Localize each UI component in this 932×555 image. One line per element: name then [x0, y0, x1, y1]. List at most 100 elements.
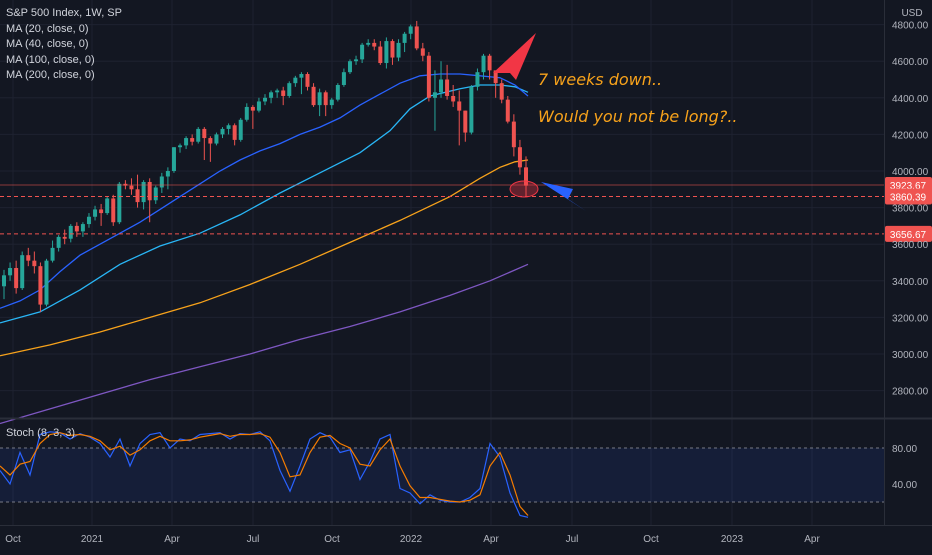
candle — [220, 127, 225, 139]
annotation-text-1[interactable]: 7 weeks down.. — [538, 70, 663, 89]
annotation-text-2[interactable]: Would you not be long?.. — [538, 107, 738, 126]
candle — [153, 185, 158, 204]
candle — [469, 84, 474, 135]
candle — [74, 222, 79, 237]
stoch-bands — [0, 447, 884, 503]
legend-ma100[interactable]: MA (100, close, 0) — [6, 53, 95, 66]
candle — [269, 90, 274, 104]
price-label-box — [885, 225, 932, 242]
red-arrow-icon — [493, 33, 536, 80]
legend-ma200[interactable]: MA (200, close, 0) — [6, 69, 95, 81]
candle — [511, 114, 516, 157]
candle-body — [293, 77, 298, 84]
candle — [426, 52, 431, 102]
blue-arrow-icon — [541, 182, 586, 211]
candle — [178, 143, 183, 153]
candle — [517, 139, 522, 175]
candle — [414, 20, 419, 51]
candle — [38, 262, 43, 312]
candle — [111, 194, 116, 226]
candle-body — [311, 86, 316, 106]
time-tick-label: Apr — [483, 534, 499, 545]
candle-body — [190, 138, 195, 142]
candle-body — [524, 167, 528, 186]
stoch-band-fill — [0, 448, 884, 502]
candle-body — [238, 119, 243, 140]
candle-body — [505, 99, 510, 122]
price-tick-label: 4800.00 — [892, 21, 929, 32]
candle-body — [390, 41, 395, 58]
legend-symbol[interactable]: S&P 500 Index, 1W, SP — [6, 7, 122, 19]
candle-body — [263, 97, 267, 102]
candle — [263, 94, 267, 106]
candle-body — [147, 181, 152, 201]
candle — [487, 53, 492, 80]
candle — [86, 213, 91, 228]
candle-body — [232, 125, 237, 140]
candle — [244, 103, 249, 122]
candle — [493, 70, 498, 98]
legend-ma40[interactable]: MA (40, close, 0) — [6, 38, 89, 50]
stoch-lines — [0, 431, 529, 518]
candle — [341, 68, 346, 87]
ma200-line — [0, 263, 529, 425]
stoch-legend[interactable]: Stoch (8, 3, 3) — [6, 427, 76, 439]
candle — [524, 156, 528, 197]
candle-body — [2, 275, 6, 287]
candle-body — [250, 106, 255, 111]
candle — [99, 203, 104, 226]
candle — [2, 269, 6, 300]
candle — [439, 61, 444, 98]
candle — [226, 123, 231, 135]
candle-body — [38, 266, 43, 305]
price-label-text: 3923.67 — [890, 181, 927, 192]
candle-body — [244, 106, 249, 120]
candle-body — [414, 26, 419, 49]
candle — [311, 83, 316, 107]
legend-ma20[interactable]: MA (20, close, 0) — [6, 22, 89, 35]
candle — [384, 37, 389, 69]
candle-body — [93, 209, 98, 217]
candle — [299, 72, 304, 95]
candle-body — [396, 42, 401, 58]
candle-body — [220, 128, 225, 135]
candle — [475, 68, 480, 91]
candle-body — [366, 42, 371, 45]
candle-body — [432, 92, 437, 98]
candle-body — [117, 183, 122, 223]
candle-body — [402, 33, 407, 43]
candle-body — [68, 225, 73, 239]
candle — [335, 83, 340, 102]
candle — [135, 174, 140, 208]
candle-body — [341, 72, 346, 85]
candle-body — [469, 86, 474, 133]
candle — [378, 41, 383, 65]
time-tick-label: Oct — [643, 534, 659, 545]
candle — [275, 88, 280, 98]
candle — [256, 97, 261, 113]
candle — [62, 229, 67, 245]
candles — [2, 20, 528, 312]
candle — [420, 42, 425, 62]
price-tick-label: 3600.00 — [892, 240, 929, 251]
price-tick-label: 3400.00 — [892, 277, 929, 288]
candle-body — [463, 110, 468, 133]
time-tick-label: Apr — [804, 534, 820, 545]
candle — [457, 90, 462, 146]
price-tick-label: 3000.00 — [892, 350, 929, 361]
candle — [287, 81, 292, 98]
candle-body — [153, 187, 158, 201]
candle-body — [499, 83, 504, 100]
candle-body — [457, 101, 462, 111]
candle — [499, 79, 504, 104]
candle-body — [62, 236, 67, 239]
candle-body — [517, 147, 522, 168]
candle-body — [208, 138, 213, 144]
candle-body — [378, 46, 383, 64]
candle-body — [481, 55, 486, 73]
